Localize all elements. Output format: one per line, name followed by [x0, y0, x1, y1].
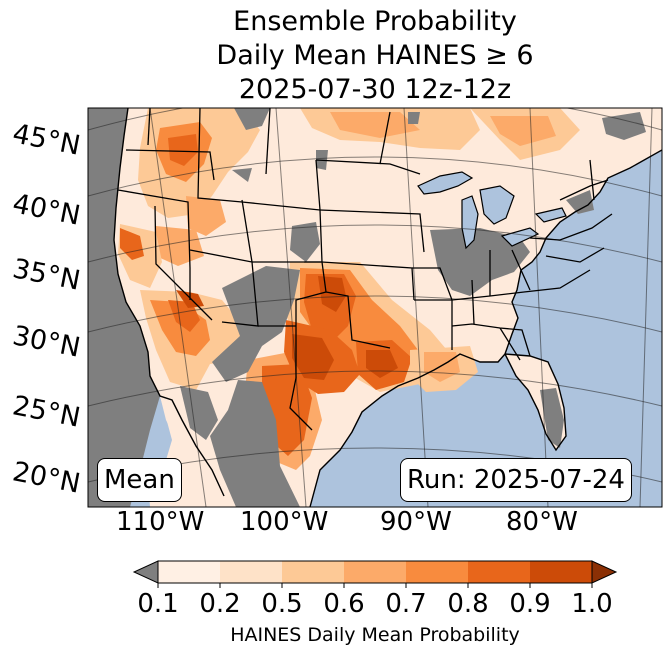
- probability-shading: [118, 108, 580, 470]
- colorbar-bin-6: [468, 561, 530, 583]
- mean-label-box: Mean: [97, 458, 182, 502]
- colorbar-tick-label: 0.7: [385, 589, 427, 619]
- colorbar-label: HAINES Daily Mean Probability: [230, 624, 520, 646]
- lon-label-80w: 80°W: [506, 507, 578, 537]
- state-borders: [117, 108, 613, 431]
- great-lakes: [417, 171, 567, 250]
- colorbar-bin-7: [530, 561, 592, 583]
- colorbar-bin-2: [220, 561, 282, 583]
- colorbar: [132, 560, 618, 588]
- lon-label-90w: 90°W: [380, 507, 452, 537]
- colorbar-bin-5: [406, 561, 468, 583]
- run-date-box: Run: 2025-07-24: [400, 458, 632, 502]
- colorbar-bin-1: [158, 561, 220, 583]
- title-line-1: Ensemble Probability: [233, 6, 517, 37]
- colorbar-tick-label: 0.5: [261, 589, 303, 619]
- colorbar-frame: [157, 560, 593, 584]
- colorbar-tick-label: 0.8: [447, 589, 489, 619]
- title-line-3: 2025-07-30 12z-12z: [238, 74, 512, 105]
- lon-label-110w: 110°W: [116, 507, 205, 537]
- below-threshold-shading: [88, 108, 646, 507]
- lon-label-100w: 100°W: [240, 507, 329, 537]
- colorbar-bin-3: [282, 561, 344, 583]
- colorbar-tick-label: 0.9: [509, 589, 551, 619]
- land-baja: [160, 396, 224, 500]
- colorbar-tick-label: 0.6: [323, 589, 365, 619]
- colorbar-tick-label: 0.1: [137, 589, 179, 619]
- coastlines: [113, 108, 662, 507]
- colorbar-tick-label: 0.2: [199, 589, 241, 619]
- map-frame: [87, 107, 663, 508]
- colorbar-bin-4: [344, 561, 406, 583]
- colorbar-over-triangle: [591, 560, 618, 584]
- colorbar-under-triangle: [132, 560, 159, 584]
- colorbar-tick-label: 1.0: [571, 589, 613, 619]
- title-line-2: Daily Mean HAINES ≥ 6: [216, 40, 534, 71]
